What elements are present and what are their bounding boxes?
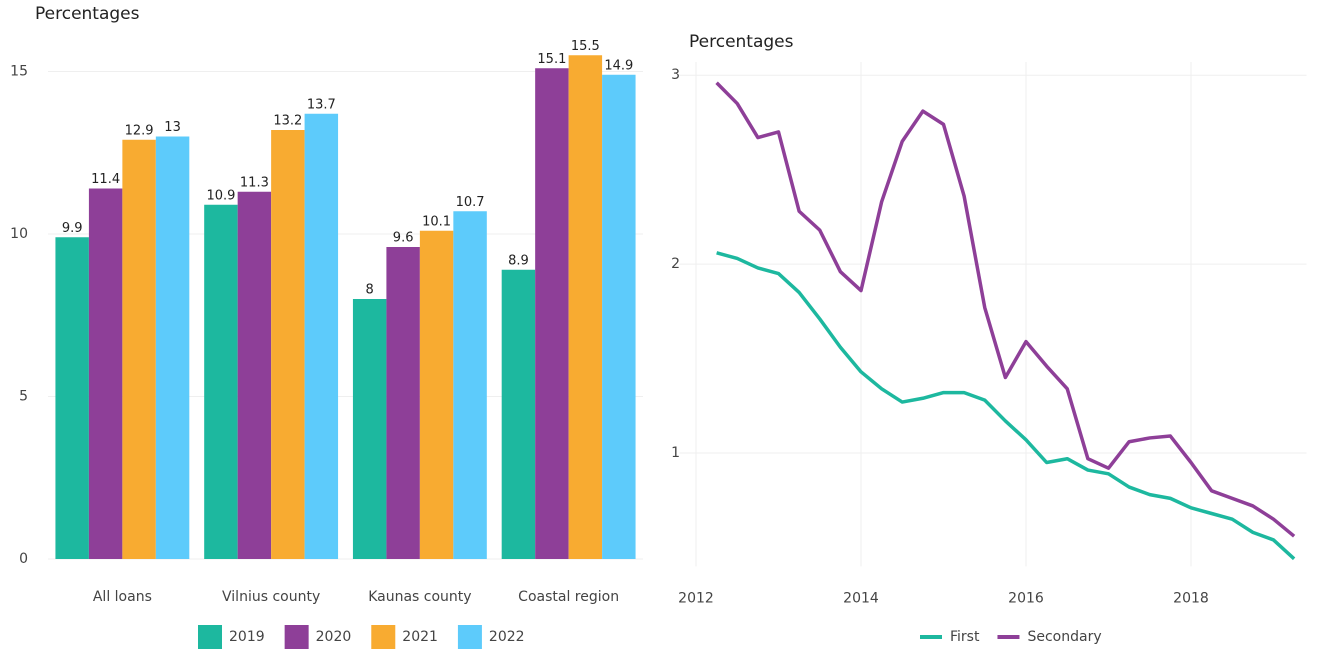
legend-label: First [950,629,980,645]
x-tick-label: Kaunas county [368,589,471,605]
data-label: 10.7 [456,195,485,210]
bar [386,247,420,559]
y-tick-label: 0 [19,551,28,567]
x-tick-label: 2018 [1173,590,1209,606]
data-label: 15.5 [571,39,600,54]
chart-title: Percentages [689,32,794,52]
bar [204,204,238,559]
data-label: 13 [164,120,181,135]
bar [602,74,636,559]
x-tick-label: 2016 [1008,590,1044,606]
bar [453,211,487,559]
y-tick-label: 10 [10,226,28,242]
legend-swatch [371,625,396,649]
line [716,251,1296,561]
y-tick-label: 2 [671,256,680,272]
bar [271,130,305,559]
data-label: 11.4 [91,172,120,187]
bar [155,136,190,559]
bar [88,188,123,559]
x-tick-label: 2014 [843,590,879,606]
legend-swatch [457,625,482,649]
bar [352,299,387,559]
bar [55,237,89,559]
data-label: 12.9 [125,123,154,138]
legend-label: Secondary [1027,629,1101,645]
bar [501,269,536,559]
y-tick-label: 1 [671,445,680,461]
data-label: 8.9 [508,253,529,268]
x-tick-label: 2012 [678,590,714,606]
data-label: 11.3 [240,175,269,190]
legend-swatch [284,625,309,649]
bar [237,191,272,559]
y-tick-label: 5 [19,389,28,405]
data-label: 9.9 [62,221,83,236]
legend-label: 2022 [489,629,525,645]
legend-label: 2020 [316,629,352,645]
bar [535,68,569,559]
data-label: 10.9 [206,188,235,203]
x-tick-label: Vilnius county [222,589,320,605]
data-label: 13.7 [307,97,336,112]
data-label: 14.9 [604,58,633,73]
data-label: 13.2 [273,114,302,129]
data-label: 10.1 [422,214,451,229]
y-tick-label: 15 [10,64,28,80]
data-label: 8 [366,283,374,298]
y-tick-label: 3 [671,67,680,83]
legend-label: 2019 [229,629,265,645]
bar [568,55,603,559]
x-tick-label: Coastal region [518,589,619,605]
x-tick-label: All loans [93,589,152,605]
chart-title: Percentages [35,4,140,24]
bar [304,113,339,559]
bar [419,230,454,559]
data-label: 15.1 [537,52,566,67]
data-label: 9.6 [393,231,414,246]
line [715,81,1296,538]
legend-label: 2021 [402,629,438,645]
bar [122,139,156,559]
legend-swatch [198,625,222,649]
